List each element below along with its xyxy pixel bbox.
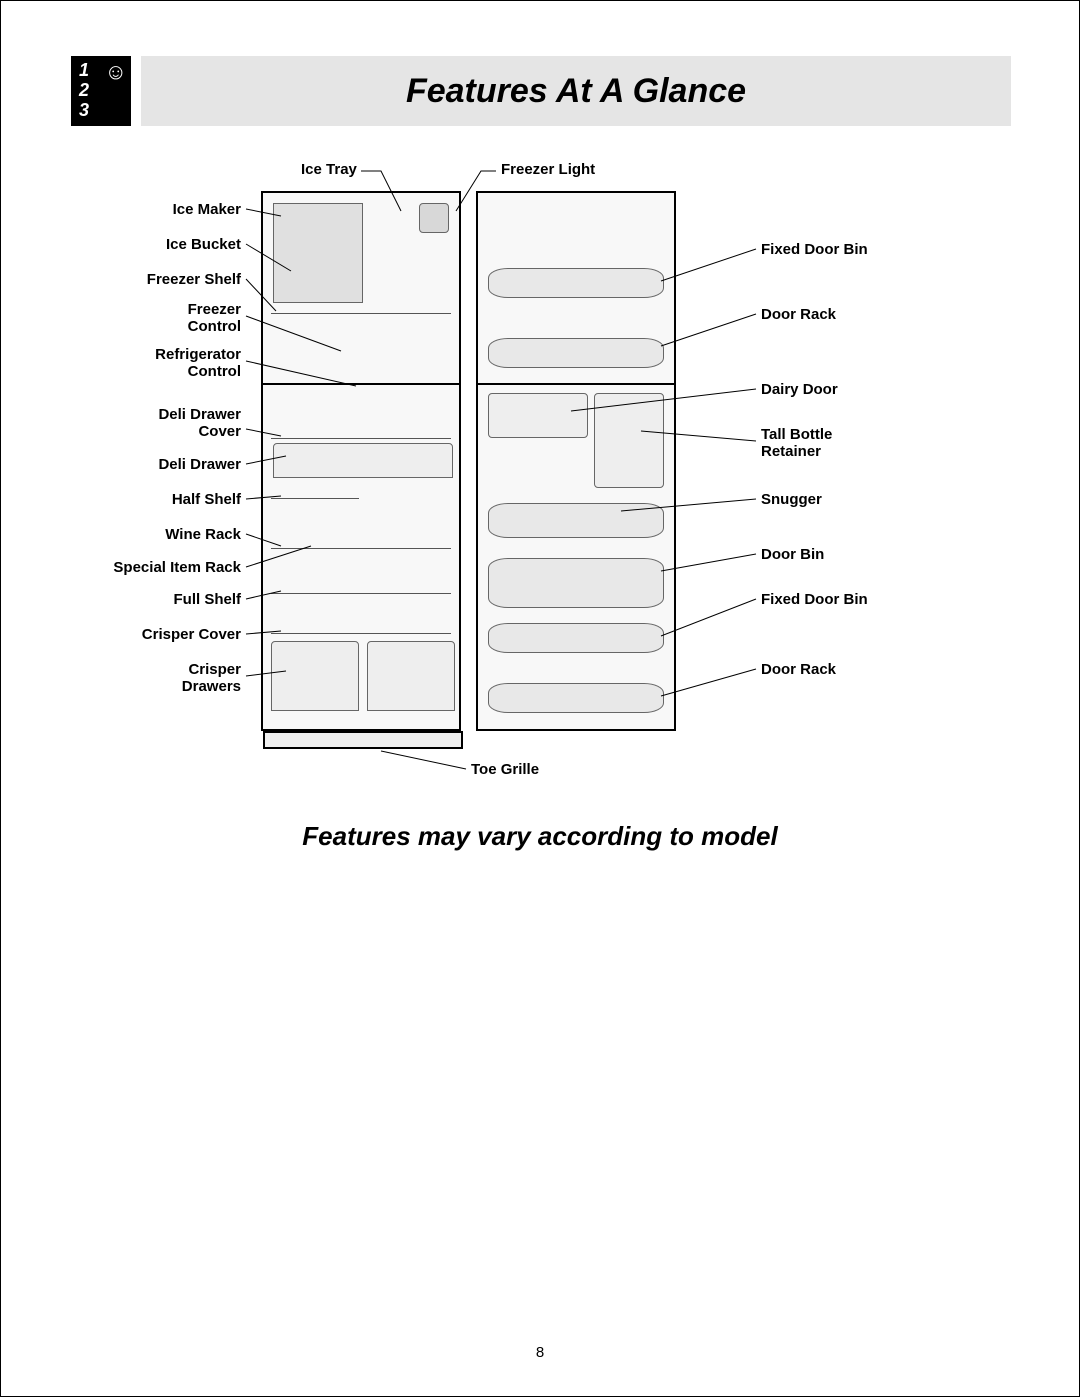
label-crisper-drawers: Crisper Drawers — [81, 661, 241, 695]
header-band: Features At A Glance — [141, 56, 1011, 126]
door-rack-lower — [488, 683, 664, 713]
label-freezer-shelf: Freezer Shelf — [81, 271, 241, 288]
freezer-shelf-line — [271, 313, 451, 314]
door-bin-shape — [488, 558, 664, 608]
label-ice-maker: Ice Maker — [81, 201, 241, 218]
page: 1 2 3 ☺ Features At A Glance Ice Tray Fr… — [0, 0, 1080, 1397]
label-freezer-light: Freezer Light — [501, 161, 595, 178]
fridge-diagram — [261, 191, 681, 751]
fridge-body — [261, 191, 461, 731]
label-fixed-door-bin-bottom: Fixed Door Bin — [761, 591, 868, 608]
crisper-drawer-left — [271, 641, 359, 711]
label-full-shelf: Full Shelf — [81, 591, 241, 608]
label-ice-tray: Ice Tray — [301, 161, 357, 178]
crisper-drawer-right — [367, 641, 455, 711]
label-toe-grille: Toe Grille — [471, 761, 539, 778]
dairy-door-shape — [488, 393, 588, 438]
label-deli-drawer-cover: Deli Drawer Cover — [81, 406, 241, 440]
door-freezer-separator — [478, 383, 674, 385]
diagram-area: Ice Tray Freezer Light Ice Maker Ice Buc… — [81, 151, 1001, 811]
deli-drawer-shape — [273, 443, 453, 478]
label-tall-bottle-retainer: Tall Bottle Retainer — [761, 426, 832, 460]
icon-number: 3 — [79, 100, 123, 120]
label-special-item-rack: Special Item Rack — [81, 559, 241, 576]
label-half-shelf: Half Shelf — [81, 491, 241, 508]
label-refrigerator-control: Refrigerator Control — [81, 346, 241, 380]
label-snugger: Snugger — [761, 491, 822, 508]
label-ice-bucket: Ice Bucket — [81, 236, 241, 253]
full-shelf-line — [271, 593, 451, 594]
tall-bottle-shape — [594, 393, 664, 488]
label-wine-rack: Wine Rack — [81, 526, 241, 543]
freezer-light-shape — [419, 203, 449, 233]
fridge-door — [476, 191, 676, 731]
header-icon: 1 2 3 ☺ — [71, 56, 131, 126]
page-number: 8 — [1, 1344, 1079, 1361]
toe-grille-shape — [263, 731, 463, 749]
label-dairy-door: Dairy Door — [761, 381, 838, 398]
deli-cover-line — [271, 438, 451, 439]
page-title: Features At A Glance — [406, 72, 746, 111]
label-door-bin: Door Bin — [761, 546, 824, 563]
freezer-separator — [263, 383, 459, 385]
label-door-rack-bottom: Door Rack — [761, 661, 836, 678]
door-rack-freezer — [488, 338, 664, 368]
ice-maker-shape — [273, 203, 363, 303]
fixed-door-bin-freezer — [488, 268, 664, 298]
fixed-door-bin-lower — [488, 623, 664, 653]
crisper-cover-line — [271, 633, 451, 634]
label-freezer-control: Freezer Control — [81, 301, 241, 335]
label-crisper-cover: Crisper Cover — [81, 626, 241, 643]
snugger-bin — [488, 503, 664, 538]
person-icon: ☺ — [105, 62, 127, 82]
label-door-rack-top: Door Rack — [761, 306, 836, 323]
half-shelf-line — [271, 498, 359, 499]
wine-rack-line — [271, 548, 451, 549]
label-deli-drawer: Deli Drawer — [81, 456, 241, 473]
subtitle: Features may vary according to model — [1, 821, 1079, 852]
label-fixed-door-bin-top: Fixed Door Bin — [761, 241, 868, 258]
